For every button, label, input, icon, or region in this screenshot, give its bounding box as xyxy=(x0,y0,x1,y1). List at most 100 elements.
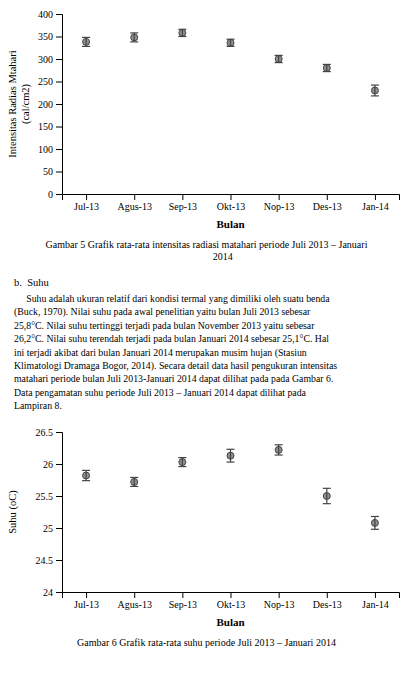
error-bar-cap xyxy=(178,457,186,458)
y-tick-mark xyxy=(56,592,62,593)
y-tick-label: 26 xyxy=(43,459,53,470)
x-tick: Jul-13 xyxy=(74,194,99,212)
x-axis: Jul-13Agus-13Sep-13Okt-13Nop-13Des-13Jan… xyxy=(63,592,400,610)
point xyxy=(275,446,282,453)
chart: Jul-13Agus-13Sep-13Okt-13Nop-13Des-13Jan… xyxy=(38,9,400,230)
error-bar xyxy=(323,488,331,503)
y-tick: 25.5 xyxy=(36,491,63,502)
x-axis: Jul-13Agus-13Sep-13Okt-13Nop-13Des-13Jan… xyxy=(63,194,400,212)
paragraph-line: Suhu adalah ukuran relatif dari kondisi … xyxy=(14,293,330,304)
point xyxy=(227,39,234,46)
error-bar-cap xyxy=(371,95,379,96)
y-tick-label: 300 xyxy=(38,54,53,65)
y-tick: 26 xyxy=(43,459,62,470)
y-tick-label: 350 xyxy=(38,31,53,42)
y-tick: 150 xyxy=(38,121,62,132)
y-tick-mark xyxy=(56,172,62,173)
point xyxy=(275,56,282,63)
paragraph-line: 26,2°C. Nilai suhu terendah terjadi pada… xyxy=(14,333,329,344)
x-tick-label: Okt-13 xyxy=(217,599,245,610)
error-bar xyxy=(178,29,186,36)
point xyxy=(371,87,378,94)
error-bar-cap xyxy=(323,488,331,489)
y-tick-label: 25.5 xyxy=(36,491,54,502)
y-tick: 26.5 xyxy=(36,427,63,438)
x-axis-line xyxy=(63,593,400,599)
error-bar-cap xyxy=(82,46,90,47)
x-tick: Okt-13 xyxy=(217,592,245,610)
error-bar xyxy=(82,470,90,480)
x-tick: Nop-13 xyxy=(264,194,295,212)
x-tick-mark xyxy=(134,194,135,200)
point xyxy=(227,452,234,459)
y-axis: 050100150200250300350400 xyxy=(38,9,63,200)
x-tick-mark xyxy=(279,194,280,200)
y-tick-label: 24.5 xyxy=(36,555,54,566)
x-tick-mark xyxy=(86,592,87,598)
point xyxy=(131,478,138,485)
y-axis-title: Intensitas Radias Mtahari(cal/cm2) xyxy=(7,50,32,157)
y-tick-label: 24 xyxy=(43,587,53,598)
error-bar-cap xyxy=(130,477,138,478)
point xyxy=(323,493,330,500)
x-tick-label: Jan-14 xyxy=(362,599,389,610)
y-tick-mark xyxy=(56,104,62,105)
caption-line: Gambar 6 Grafik rata-rata suhu periode J… xyxy=(77,637,336,648)
error-bar xyxy=(227,39,235,46)
y-tick-mark xyxy=(56,528,62,529)
y-tick-label: 250 xyxy=(38,76,53,87)
error-bar xyxy=(227,449,235,462)
x-tick: Agus-13 xyxy=(117,194,151,212)
x-tick: Sep-13 xyxy=(169,194,197,212)
y-tick: 350 xyxy=(38,31,62,42)
y-tick: 24 xyxy=(43,587,62,598)
y-tick: 200 xyxy=(38,99,62,110)
paragraph-line: (Buck, 1970). Nilai suhu pada awal penel… xyxy=(14,306,311,318)
x-tick-mark xyxy=(279,592,280,598)
x-tick-mark xyxy=(134,592,135,598)
paragraph-text: Suhu adalah ukuran relatif dari kondisi … xyxy=(14,293,337,411)
error-bar-cap xyxy=(82,480,90,481)
y-tick-label: 200 xyxy=(38,99,53,110)
x-axis-line xyxy=(63,195,400,201)
x-tick: Sep-13 xyxy=(169,592,197,610)
error-bar xyxy=(371,85,379,96)
y-tick-label: 25 xyxy=(43,523,53,534)
x-tick-mark xyxy=(327,194,328,200)
y-axis-title-line: Suhu (oC) xyxy=(7,490,19,534)
paragraph-line: Klimatologi Dramaga Bogor, 2014). Secara… xyxy=(14,360,337,372)
marks xyxy=(82,29,379,96)
error-bar-cap xyxy=(130,486,138,487)
x-tick-mark xyxy=(86,194,87,200)
x-tick-label: Sep-13 xyxy=(169,599,197,610)
y-tick-mark xyxy=(56,496,62,497)
error-bar-cap xyxy=(371,529,379,530)
paragraph-line: Data pengamatan suhu periode Juli 2013 –… xyxy=(14,387,307,398)
error-bar xyxy=(130,477,138,486)
x-tick: Agus-13 xyxy=(117,592,151,610)
x-tick: Jul-13 xyxy=(74,592,99,610)
x-tick: Nop-13 xyxy=(264,592,295,610)
caption: Gambar 6 Grafik rata-rata suhu periode J… xyxy=(77,637,336,648)
point xyxy=(323,65,330,72)
point xyxy=(83,472,90,479)
point xyxy=(371,519,378,526)
y-tick-mark xyxy=(56,14,62,15)
x-tick-label: Jan-14 xyxy=(362,201,389,212)
error-bar-cap xyxy=(371,516,379,517)
y-tick: 300 xyxy=(38,54,62,65)
caption: Gambar 5 Grafik rata-rata intensitas rad… xyxy=(46,239,368,262)
error-bar-cap xyxy=(227,461,235,462)
chart: Jul-13Agus-13Sep-13Okt-13Nop-13Des-13Jan… xyxy=(36,427,400,628)
point xyxy=(179,459,186,466)
error-bar-cap xyxy=(82,37,90,38)
point xyxy=(83,38,90,45)
y-tick-mark xyxy=(56,560,62,561)
y-tick: 250 xyxy=(38,76,62,87)
error-bar-cap xyxy=(82,470,90,471)
x-axis-title: Bulan xyxy=(216,218,244,230)
error-bar xyxy=(275,55,283,62)
y-tick-label: 150 xyxy=(38,121,53,132)
error-bar-cap xyxy=(275,454,283,455)
y-tick-mark xyxy=(56,59,62,60)
